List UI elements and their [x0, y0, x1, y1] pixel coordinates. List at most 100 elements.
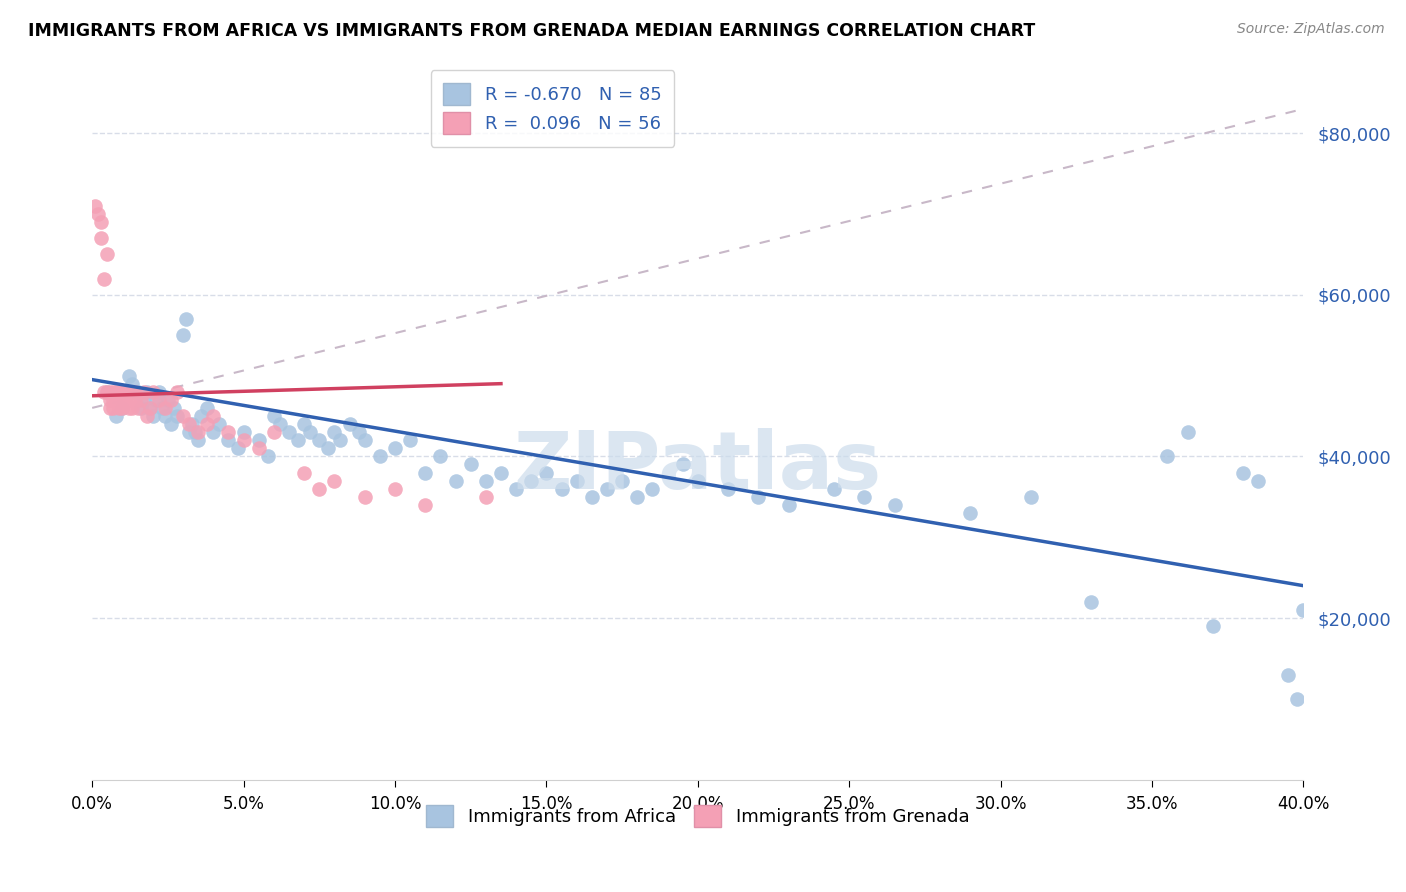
Point — [108, 384, 131, 399]
Point — [98, 392, 121, 407]
Point — [550, 482, 572, 496]
Point — [166, 384, 188, 399]
Point — [177, 425, 200, 439]
Point — [117, 401, 139, 415]
Point — [287, 434, 309, 448]
Point — [98, 384, 121, 399]
Point — [87, 207, 110, 221]
Point — [308, 482, 330, 496]
Point — [190, 409, 212, 423]
Point — [747, 490, 769, 504]
Point — [108, 401, 131, 415]
Point — [103, 392, 125, 407]
Point — [269, 417, 291, 431]
Point — [111, 384, 134, 399]
Point — [163, 401, 186, 415]
Point — [323, 425, 346, 439]
Point — [84, 199, 107, 213]
Point — [160, 417, 183, 431]
Point — [96, 247, 118, 261]
Legend: Immigrants from Africa, Immigrants from Grenada: Immigrants from Africa, Immigrants from … — [419, 798, 976, 835]
Point — [1080, 595, 1102, 609]
Point — [181, 417, 204, 431]
Point — [1232, 466, 1254, 480]
Point — [135, 409, 157, 423]
Point — [256, 450, 278, 464]
Point — [329, 434, 352, 448]
Point — [114, 384, 136, 399]
Point — [565, 474, 588, 488]
Point — [111, 392, 134, 407]
Point — [226, 442, 249, 456]
Point — [339, 417, 361, 431]
Point — [247, 442, 270, 456]
Point — [883, 498, 905, 512]
Point — [263, 425, 285, 439]
Point — [124, 392, 146, 407]
Point — [117, 368, 139, 383]
Point — [153, 409, 176, 423]
Point — [217, 425, 239, 439]
Point — [641, 482, 664, 496]
Point — [129, 392, 152, 407]
Point — [132, 392, 155, 407]
Point — [145, 392, 167, 407]
Point — [114, 392, 136, 407]
Point — [959, 506, 981, 520]
Point — [717, 482, 740, 496]
Point — [626, 490, 648, 504]
Point — [117, 392, 139, 407]
Point — [444, 474, 467, 488]
Point — [384, 442, 406, 456]
Point — [202, 409, 225, 423]
Point — [292, 417, 315, 431]
Point — [672, 458, 695, 472]
Text: ZIPatlas: ZIPatlas — [513, 428, 882, 506]
Point — [166, 409, 188, 423]
Point — [384, 482, 406, 496]
Point — [1201, 619, 1223, 633]
Point — [90, 215, 112, 229]
Point — [475, 474, 498, 488]
Point — [121, 384, 143, 399]
Point — [124, 384, 146, 399]
Point — [232, 434, 254, 448]
Point — [150, 401, 173, 415]
Point — [156, 392, 179, 407]
Point — [1019, 490, 1042, 504]
Point — [111, 401, 134, 415]
Point — [184, 425, 207, 439]
Point — [138, 401, 160, 415]
Point — [187, 425, 209, 439]
Point — [853, 490, 876, 504]
Point — [353, 434, 375, 448]
Point — [103, 401, 125, 415]
Point — [103, 384, 125, 399]
Point — [172, 409, 194, 423]
Point — [93, 271, 115, 285]
Point — [318, 442, 340, 456]
Point — [581, 490, 603, 504]
Point — [96, 384, 118, 399]
Point — [1247, 474, 1270, 488]
Point — [429, 450, 451, 464]
Point — [520, 474, 543, 488]
Point — [1292, 603, 1315, 617]
Point — [489, 466, 512, 480]
Point — [263, 409, 285, 423]
Point — [353, 490, 375, 504]
Point — [460, 458, 482, 472]
Point — [399, 434, 422, 448]
Point — [127, 384, 149, 399]
Point — [686, 474, 709, 488]
Point — [1156, 450, 1178, 464]
Point — [217, 434, 239, 448]
Point — [105, 409, 128, 423]
Point — [778, 498, 800, 512]
Point — [105, 392, 128, 407]
Point — [1286, 691, 1309, 706]
Point — [135, 384, 157, 399]
Point — [347, 425, 370, 439]
Point — [1177, 425, 1199, 439]
Point — [98, 401, 121, 415]
